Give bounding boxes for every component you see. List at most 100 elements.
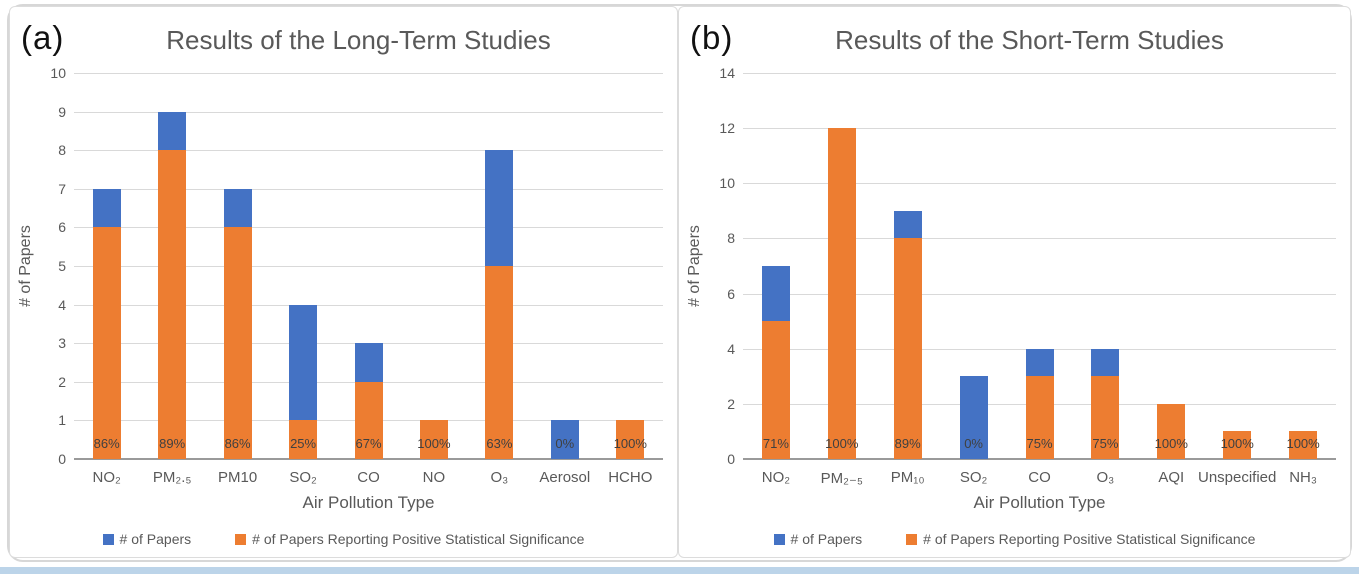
bar-percent-label: 86% bbox=[224, 436, 251, 451]
bar-segment-papers bbox=[550, 420, 579, 459]
bar-percent-label: 75% bbox=[1092, 436, 1119, 451]
y-tick-label: 10 bbox=[719, 175, 735, 192]
gridline bbox=[74, 73, 663, 74]
bar-segment-papers bbox=[1025, 348, 1054, 377]
y-tick-label: 14 bbox=[719, 65, 735, 81]
y-tick-label: 9 bbox=[58, 103, 66, 120]
x-category-label: NO bbox=[422, 469, 446, 486]
bar-segment-papers bbox=[485, 150, 514, 266]
bar-segment-significance bbox=[485, 266, 514, 459]
x-category-label: HCHO bbox=[608, 469, 653, 486]
legend-swatch-blue bbox=[773, 533, 785, 545]
legend-item-papers: # of Papers bbox=[773, 531, 863, 547]
legend-swatch-orange bbox=[235, 533, 247, 545]
y-tick-label: 0 bbox=[727, 451, 735, 467]
x-category-label: CO bbox=[1028, 469, 1051, 486]
panel-label-a: (a) bbox=[21, 19, 65, 56]
legend-item-papers: # of Papers bbox=[102, 531, 191, 547]
bottom-accent-strip bbox=[0, 567, 1359, 574]
x-category-label: PM₂₋₅ bbox=[820, 470, 863, 487]
y-tick-label: 4 bbox=[58, 296, 66, 313]
gridline bbox=[74, 150, 663, 152]
bar-percent-label: 100% bbox=[613, 436, 647, 451]
x-axis-line bbox=[743, 458, 1336, 460]
x-category-label: NH₃ bbox=[1289, 469, 1317, 486]
bar-segment-significance bbox=[289, 420, 318, 459]
panel-label-b: (b) bbox=[690, 19, 734, 56]
bar-segment-significance bbox=[761, 321, 790, 459]
bar-segment-significance bbox=[158, 150, 187, 459]
y-tick-label: 2 bbox=[58, 373, 66, 390]
y-tick-label: 5 bbox=[58, 258, 66, 274]
x-axis-title: Air Pollution Type bbox=[302, 493, 435, 512]
y-tick-label: 10 bbox=[50, 65, 66, 81]
gridline bbox=[743, 128, 1336, 130]
gridline bbox=[74, 266, 663, 267]
x-axis-line bbox=[74, 458, 663, 460]
bar-segment-papers bbox=[223, 188, 252, 228]
legend: # of Papers # of Papers Reporting Positi… bbox=[679, 531, 1350, 547]
gridline bbox=[74, 188, 663, 190]
bar-percent-label: 0% bbox=[555, 436, 575, 451]
bar-segment-significance bbox=[1025, 376, 1054, 459]
y-tick-label: 8 bbox=[727, 230, 735, 247]
legend-label: # of Papers Reporting Positive Statistic… bbox=[252, 531, 585, 547]
bar-segment-significance bbox=[1289, 431, 1318, 459]
bar-percent-label: 100% bbox=[1154, 436, 1188, 451]
y-tick-label: 8 bbox=[58, 142, 66, 159]
x-category-label: PM10 bbox=[218, 469, 258, 486]
y-tick-label: 1 bbox=[58, 412, 66, 429]
x-category-label: NO₂ bbox=[92, 469, 121, 486]
bar-percent-label: 0% bbox=[964, 436, 983, 451]
y-tick-label: 3 bbox=[58, 335, 66, 352]
bar-segment-significance bbox=[354, 381, 383, 459]
bar-percent-label: 89% bbox=[159, 436, 186, 451]
x-category-label: CO bbox=[357, 469, 380, 486]
legend-item-significance: # of Papers Reporting Positive Statistic… bbox=[235, 531, 584, 547]
bar-segment-significance bbox=[1091, 376, 1120, 459]
plot-area: 0 1 2 3 4 5 6 7 8 9 10 86% NO₂ 89% PM₂.₅ 86% PM10 25% SO₂ 6… bbox=[50, 65, 663, 486]
bar-segment-papers bbox=[893, 210, 922, 239]
x-category-label: NO₂ bbox=[761, 469, 791, 486]
y-tick-label: 6 bbox=[727, 285, 735, 302]
bar-segment-significance bbox=[1157, 403, 1186, 459]
bar-percent-label: 100% bbox=[417, 436, 451, 451]
bar-segment-significance bbox=[223, 227, 252, 459]
bar-segment-significance bbox=[1223, 431, 1252, 459]
bar-percent-label: 25% bbox=[290, 436, 317, 451]
bar-segment-papers bbox=[761, 266, 790, 322]
y-tick-label: 4 bbox=[727, 340, 735, 357]
bar-segment-significance bbox=[827, 128, 856, 459]
bar-percent-label: 100% bbox=[1220, 436, 1254, 451]
bar-segment-papers bbox=[289, 304, 318, 421]
y-tick-label: 7 bbox=[58, 180, 66, 197]
bar-segment-papers bbox=[354, 343, 383, 382]
gridline bbox=[743, 73, 1336, 74]
x-category-label: Unspecified bbox=[1197, 469, 1277, 486]
chart-panel-a: (a) Results of the Long-Term Studies # o… bbox=[9, 6, 678, 558]
x-category-label: Aerosol bbox=[539, 469, 591, 486]
bar-percent-label: 100% bbox=[1286, 436, 1320, 451]
y-tick-label: 0 bbox=[58, 451, 66, 467]
x-category-label: SO₂ bbox=[959, 469, 988, 486]
bar-segment-papers bbox=[158, 111, 187, 151]
legend-swatch-blue bbox=[102, 533, 114, 545]
x-axis-title: Air Pollution Type bbox=[973, 493, 1106, 512]
bar-percent-label: 89% bbox=[894, 436, 921, 451]
bar-segment-significance bbox=[419, 420, 448, 459]
x-category-label: PM₂.₅ bbox=[152, 469, 192, 486]
gridline bbox=[74, 304, 663, 306]
chart-title: Results of the Long-Term Studies bbox=[166, 25, 551, 55]
bar-segment-papers bbox=[959, 376, 988, 459]
gridline bbox=[74, 227, 663, 229]
y-tick-label: 12 bbox=[719, 120, 735, 137]
legend-label: # of Papers Reporting Positive Statistic… bbox=[923, 531, 1256, 547]
bar-segment-papers bbox=[1091, 348, 1120, 377]
gridline bbox=[743, 293, 1336, 295]
bar-segment-papers bbox=[92, 188, 121, 228]
chart-title: Results of the Short-Term Studies bbox=[835, 25, 1224, 55]
bar-segment-significance bbox=[616, 420, 645, 459]
legend-label: # of Papers bbox=[790, 531, 863, 547]
bar-percent-label: 71% bbox=[762, 436, 789, 451]
bar-segment-significance bbox=[92, 227, 121, 459]
